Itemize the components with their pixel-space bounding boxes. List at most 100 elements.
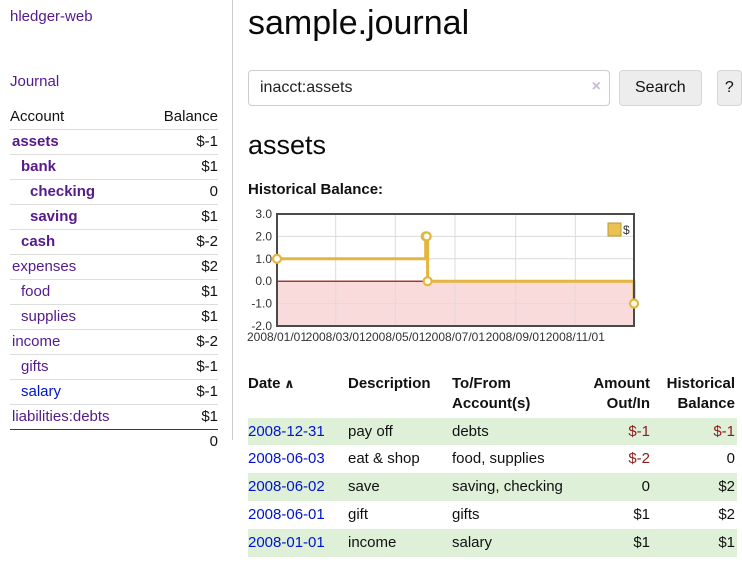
- y-axis-tick-label: 0.0: [255, 274, 272, 288]
- account-row: assets $-1: [10, 129, 218, 155]
- column-header-tofrom: To/From Account(s): [452, 375, 531, 412]
- plot-border: [276, 213, 635, 327]
- account-link[interactable]: food: [21, 283, 51, 300]
- account-rows: assets $-1 bank $1 checking 0 saving $1 cash $-2 e…: [10, 129, 218, 430]
- account-row: salary $-1: [10, 379, 218, 405]
- txn-date-link[interactable]: 2008-06-03: [248, 450, 325, 468]
- account-row: cash $-2: [10, 229, 218, 255]
- legend-label: $: [623, 223, 630, 237]
- account-link[interactable]: cash: [21, 233, 56, 250]
- txn-description: income: [348, 533, 397, 551]
- txn-accounts: saving, checking: [452, 478, 563, 496]
- txn-date-cell: 2008-06-02: [248, 473, 348, 501]
- y-axis-tick-label: -2.0: [251, 319, 272, 333]
- txn-date-cell: 2008-06-01: [248, 501, 348, 529]
- account-link[interactable]: liabilities:debts: [12, 408, 110, 425]
- historical-balance-chart: $3.0 2.0 1.0 0.0 -1.0 -2.02008/01/012008/03/0…: [247, 207, 640, 344]
- transaction-rows: 2008-12-31 pay off debts $-1 $-1 2008-06-03 ea…: [248, 417, 737, 557]
- data-point-marker: [628, 298, 640, 309]
- table-row: 2008-01-01 income salary $1 $1: [248, 528, 737, 557]
- account-link[interactable]: gifts: [21, 358, 49, 375]
- x-axis-tick-label: 2008/03/01: [306, 330, 366, 344]
- txn-date-cell: 2008-06-03: [248, 445, 348, 473]
- account-row: income $-2: [10, 329, 218, 355]
- column-header-historical: Historical Balance: [666, 375, 735, 412]
- search-input[interactable]: [248, 70, 610, 106]
- y-axis-tick-label: 2.0: [255, 229, 272, 243]
- sidebar: hledger-web Journal Account Balance asse…: [0, 0, 233, 454]
- table-row: 2008-06-01 gift gifts $1 $2: [248, 501, 737, 529]
- txn-description: save: [348, 478, 380, 496]
- account-link[interactable]: checking: [30, 183, 96, 200]
- data-point-marker: [421, 231, 432, 242]
- app-title-link[interactable]: hledger-web: [10, 8, 93, 25]
- account-balance: $-1: [144, 129, 218, 155]
- transactions-table: Date ∧ Description To/From Account(s) Amount…: [248, 370, 737, 557]
- account-balance: $-2: [144, 229, 218, 255]
- table-header-row: Date ∧ Description To/From Account(s) Amount…: [248, 370, 737, 418]
- txn-description: eat & shop: [348, 450, 420, 468]
- sort-asc-icon: ∧: [280, 376, 295, 391]
- account-link[interactable]: salary: [21, 383, 62, 400]
- txn-date-cell: 2008-01-01: [248, 529, 348, 557]
- data-point-marker: [271, 253, 283, 264]
- x-axis-tick-label: 2008/11/01: [546, 330, 605, 344]
- account-balance: $1: [144, 204, 218, 230]
- txn-accounts: salary: [452, 533, 493, 551]
- column-header-balance: Balance: [163, 108, 218, 125]
- account-row: supplies $1: [10, 304, 218, 330]
- account-balance: $1: [144, 154, 218, 180]
- table-row: 2008-12-31 pay off debts $-1 $-1: [248, 417, 737, 446]
- txn-description: pay off: [348, 422, 393, 440]
- txn-amount: $-2: [628, 450, 650, 468]
- column-header-description: Description: [348, 375, 431, 392]
- account-link[interactable]: bank: [21, 158, 57, 175]
- account-row: expenses $2: [10, 254, 218, 280]
- account-balance: $-1: [144, 379, 218, 405]
- txn-accounts: debts: [452, 422, 489, 440]
- table-row: 2008-06-02 save saving, checking 0 $2: [248, 473, 737, 501]
- accounts-header-row: Account Balance: [10, 105, 218, 130]
- account-row: saving $1: [10, 204, 218, 230]
- txn-amount: $-1: [628, 422, 650, 440]
- clear-search-icon[interactable]: ×: [591, 78, 601, 95]
- txn-balance: $2: [718, 505, 735, 523]
- txn-date-link[interactable]: 2008-12-31: [248, 422, 325, 440]
- column-header-date[interactable]: Date ∧: [248, 375, 295, 392]
- account-link[interactable]: income: [12, 333, 61, 350]
- accounts-total-value: 0: [144, 429, 218, 454]
- x-axis-tick-label: 2008/01/01: [247, 330, 307, 344]
- account-heading: assets: [248, 130, 327, 160]
- account-link[interactable]: expenses: [12, 258, 77, 275]
- account-row: checking 0: [10, 179, 218, 205]
- account-link[interactable]: supplies: [21, 308, 77, 325]
- account-link[interactable]: assets: [12, 133, 59, 150]
- table-row: 2008-06-03 eat & shop food, supplies $-2 0: [248, 445, 737, 473]
- search-form: × Search ?: [248, 70, 742, 106]
- txn-balance: $1: [718, 533, 735, 551]
- sidebar-item-journal[interactable]: Journal: [10, 73, 60, 90]
- account-link[interactable]: saving: [30, 208, 78, 225]
- help-button[interactable]: ?: [716, 70, 742, 106]
- accounts-total-row: 0: [10, 429, 218, 454]
- page-title: sample.journal: [248, 4, 470, 42]
- txn-date-link[interactable]: 2008-06-01: [248, 505, 325, 523]
- x-axis-tick-label: 2008/09/01: [486, 330, 546, 344]
- account-row: liabilities:debts $1: [10, 404, 218, 430]
- chart-title: Historical Balance:: [248, 181, 384, 198]
- txn-accounts: food, supplies: [452, 450, 545, 468]
- txn-amount: $1: [633, 505, 650, 523]
- txn-date-link[interactable]: 2008-01-01: [248, 533, 325, 551]
- account-balance: $2: [144, 254, 218, 280]
- txn-description: gift: [348, 505, 369, 523]
- y-axis-tick-label: 1.0: [255, 252, 272, 266]
- txn-date-cell: 2008-12-31: [248, 418, 348, 446]
- column-header-account: Account: [10, 108, 65, 125]
- accounts-table: Account Balance assets $-1 bank $1 checking 0…: [10, 105, 218, 454]
- txn-date-link[interactable]: 2008-06-02: [248, 478, 325, 496]
- txn-amount: 0: [641, 478, 650, 496]
- main-content: sample.journal × Search ? assets Histori…: [247, 0, 742, 557]
- account-balance: $-1: [144, 354, 218, 380]
- search-button[interactable]: Search: [619, 70, 702, 106]
- account-balance: 0: [144, 179, 218, 205]
